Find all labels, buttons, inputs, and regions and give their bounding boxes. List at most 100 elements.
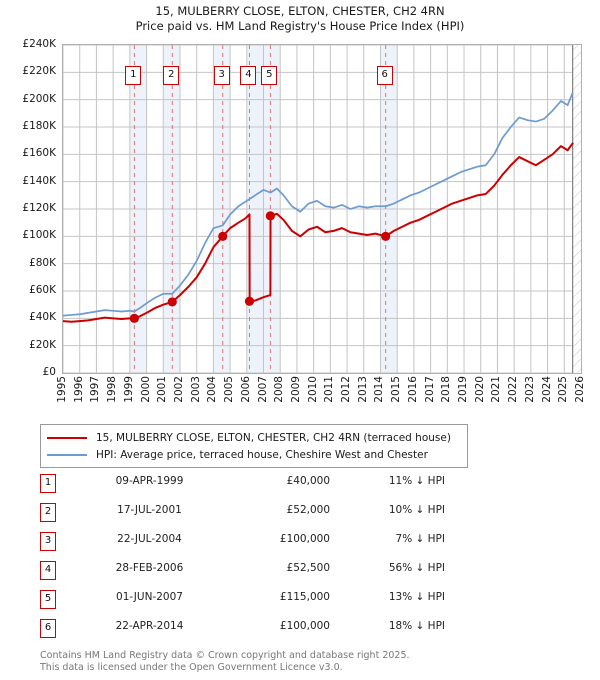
x-axis-tick-label: 2008 [273,376,286,403]
sale-price: £100,000 [279,533,330,545]
x-axis-tick-label: 2023 [523,376,536,403]
y-axis-tick-label: £100K [22,229,56,242]
x-axis-tick-label: 2015 [390,376,403,403]
legend-label-property: 15, MULBERRY CLOSE, ELTON, CHESTER, CH2 … [96,431,451,444]
sale-price: £52,500 [286,562,330,574]
sale-price: £52,000 [286,504,330,516]
x-axis-tick-label: 2016 [406,376,419,403]
table-row[interactable]: 4 28-FEB-2006 £52,500 56% ↓ HPI [40,559,470,588]
x-axis-tick-label: 2001 [156,376,169,403]
sale-price: £40,000 [286,475,330,487]
sale-marker-4[interactable]: 4 [240,66,257,85]
y-axis-labels: £0 £20K £40K £60K £80K £100K £120K £140K £160K £1… [0,38,60,378]
x-axis-tick-label: 2011 [323,376,336,403]
sale-hpi-delta: 18% ↓ HPI [388,620,445,632]
x-axis-tick-label: 1998 [106,376,119,403]
x-axis-tick-label: 2007 [256,376,269,403]
x-axis-tick-label: 2004 [206,376,219,403]
sale-date: 28-FEB-2006 [115,562,184,574]
sale-row-number: 1 [40,474,56,493]
y-axis-tick-label: £120K [22,202,56,214]
y-axis-tick-label: £180K [22,120,56,132]
sale-marker-3[interactable]: 3 [213,66,230,85]
x-axis-tick-label: 2006 [239,376,252,403]
x-axis-tick-label: 2020 [473,376,486,403]
footer-line-1: Contains HM Land Registry data © Crown c… [40,650,410,661]
sale-hpi-delta: 11% ↓ HPI [388,475,445,487]
sale-hpi-delta: 56% ↓ HPI [388,562,445,574]
sale-price: £115,000 [279,591,330,603]
sale-row-number: 2 [40,503,56,522]
sale-marker-1[interactable]: 1 [125,66,142,85]
legend-item-property: 15, MULBERRY CLOSE, ELTON, CHESTER, CH2 … [47,429,461,446]
sale-date: 22-JUL-2004 [117,533,182,545]
y-axis-tick-label: £160K [22,147,56,160]
chart-subtitle: Price paid vs. HM Land Registry's House … [135,19,465,33]
x-axis-tick-label: 1999 [122,376,135,403]
x-axis-tick-label: 2002 [172,376,185,403]
sale-price: £100,000 [279,620,330,632]
y-axis-tick-label: £140K [22,174,56,187]
y-axis-tick-label: £60K [29,284,56,296]
y-axis-tick-label: £40K [29,311,56,324]
x-axis-tick-label: 2003 [189,376,202,403]
sales-table: 1 09-APR-1999 £40,000 11% ↓ HPI 2 17-JUL-2001… [40,472,470,646]
sale-row-number: 6 [40,619,56,638]
legend-item-hpi: HPI: Average price, terraced house, Ches… [47,446,461,463]
legend-color-swatch-property [47,436,87,439]
sale-date: 17-JUL-2001 [117,504,182,516]
sale-marker-6[interactable]: 6 [376,66,393,85]
x-axis-tick-label: 2009 [289,376,302,403]
x-axis-tick-label: 2026 [574,376,586,403]
x-axis-tick-label: 2022 [507,376,520,403]
sale-hpi-delta: 13% ↓ HPI [388,591,445,603]
y-axis-tick-label: £80K [29,256,56,269]
footer-line-2: This data is licensed under the Open Gov… [40,661,343,673]
x-axis-tick-label: 1997 [89,376,102,403]
price-line-chart [63,45,581,373]
x-axis-tick-label: 2018 [440,376,453,403]
sale-hpi-delta: 7% ↓ HPI [395,533,445,545]
x-axis-tick-label: 2010 [306,376,319,403]
x-axis-tick-label: 2025 [557,376,570,403]
y-axis-tick-label: £240K [22,38,56,50]
y-axis-tick-label: £220K [22,65,56,78]
y-axis-tick-label: £0 [42,366,56,378]
y-axis-tick-label: £200K [22,92,56,105]
sale-marker-2[interactable]: 2 [163,66,180,85]
x-axis-tick-label: 2017 [423,376,436,403]
sale-row-number: 3 [40,532,56,551]
x-axis-tick-label: 2024 [540,376,553,403]
sale-hpi-delta: 10% ↓ HPI [388,504,445,516]
sale-marker-5[interactable]: 5 [261,66,278,85]
plot-region [62,44,582,374]
x-axis-tick-label: 2012 [340,376,353,403]
table-row[interactable]: 5 01-JUN-2007 £115,000 13% ↓ HPI [40,588,470,617]
x-axis-tick-label: 2021 [490,376,503,403]
x-axis-tick-label: 1996 [72,376,85,403]
table-row[interactable]: 2 17-JUL-2001 £52,000 10% ↓ HPI [40,501,470,530]
chart-legend: 15, MULBERRY CLOSE, ELTON, CHESTER, CH2 … [40,424,468,468]
table-row[interactable]: 6 22-APR-2014 £100,000 18% ↓ HPI [40,617,470,646]
x-axis-tick-label: 2014 [373,376,386,403]
legend-color-swatch-hpi [47,453,87,456]
sale-row-number: 4 [40,561,56,580]
sale-date: 01-JUN-2007 [116,591,183,603]
sale-date: 09-APR-1999 [115,475,184,487]
x-axis-tick-label: 2005 [223,376,236,403]
table-row[interactable]: 3 22-JUL-2004 £100,000 7% ↓ HPI [40,530,470,559]
x-axis-tick-label: 2013 [356,376,369,403]
x-axis-tick-label: 1995 [56,376,68,403]
sale-row-number: 5 [40,590,56,609]
y-axis-tick-label: £20K [29,338,56,351]
x-axis-labels: 1995 1996 1997 1998 1999 2000 2001 2002 2003 2004… [56,376,586,422]
legend-label-hpi: HPI: Average price, terraced house, Ches… [96,448,428,461]
x-axis-tick-label: 2000 [139,376,152,403]
footer-attribution: Contains HM Land Registry data © Crown c… [40,650,560,673]
chart-area: £0 £20K £40K £60K £80K £100K £120K £140K £160K £1… [0,38,600,403]
table-row[interactable]: 1 09-APR-1999 £40,000 11% ↓ HPI [40,472,470,501]
x-axis-tick-label: 2019 [457,376,470,403]
chart-title: 15, MULBERRY CLOSE, ELTON, CHESTER, CH2 … [155,4,445,18]
page-title: 15, MULBERRY CLOSE, ELTON, CHESTER, CH2 … [0,4,600,34]
